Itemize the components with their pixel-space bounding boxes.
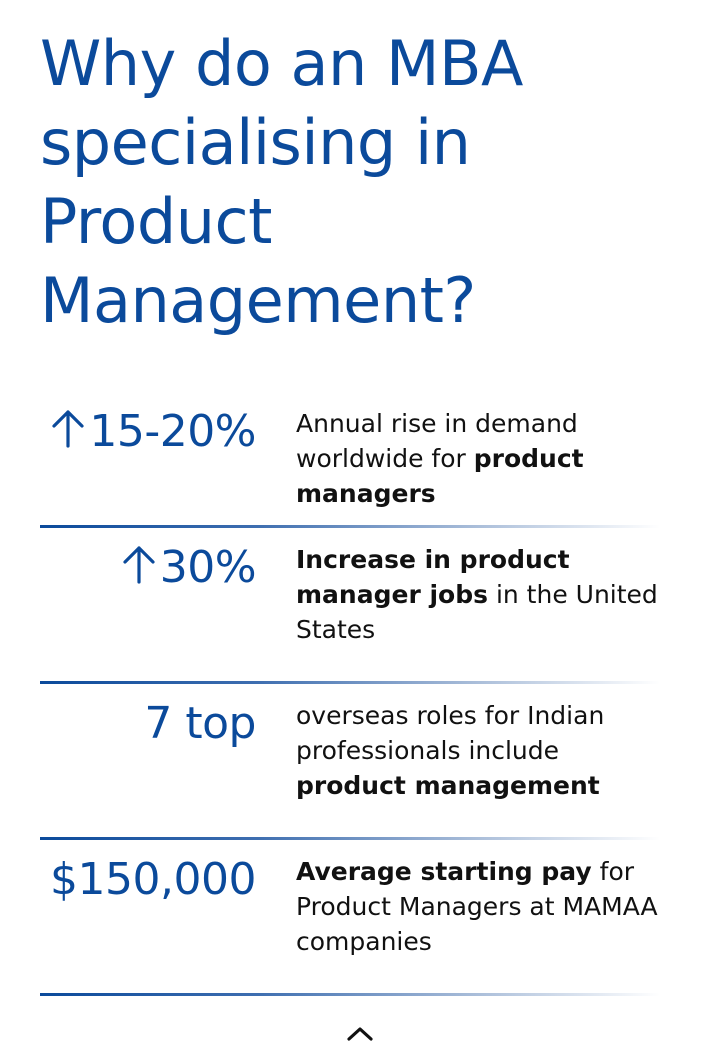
stat-value: 30% — [40, 542, 257, 594]
stat-value: $150,000 — [40, 854, 256, 906]
arrow-up-icon — [123, 546, 155, 584]
arrow-up-icon — [52, 410, 84, 448]
stat-value-text: 15-20% — [89, 406, 256, 457]
stat-value-text: 7 top — [144, 698, 256, 749]
stat-desc-text: for Product Managers at MAMAA companies — [296, 857, 658, 956]
stats-list: 15-20% Annual rise in demand worldwide f… — [40, 392, 660, 996]
stat-row: 7 top overseas roles for Indian professi… — [40, 684, 660, 840]
stat-desc-bold: product management — [296, 771, 600, 800]
stat-value: 7 top — [40, 698, 256, 750]
stat-desc-text: Annual rise in demand worldwide for — [296, 409, 578, 473]
stat-desc-text: overseas roles for Indian professionals … — [296, 701, 605, 765]
stat-description: overseas roles for Indian professionals … — [296, 698, 660, 803]
stat-value-text: 30% — [159, 542, 257, 593]
stat-description: Annual rise in demand worldwide for prod… — [296, 406, 660, 511]
chevron-up-icon — [347, 1027, 373, 1041]
stat-value: 15-20% — [40, 406, 256, 458]
stat-description: Average starting pay for Product Manager… — [296, 854, 660, 959]
stat-value-text: $150,000 — [50, 854, 256, 905]
stat-desc-text: in the United States — [296, 580, 658, 644]
stat-desc-bold: Average starting pay — [296, 857, 592, 886]
stat-row: 30% Increase in product manager jobs in … — [40, 528, 660, 684]
stat-desc-bold: product managers — [296, 444, 584, 508]
stat-row: $150,000 Average starting pay for Produc… — [40, 840, 660, 996]
scroll-to-top-button[interactable] — [340, 1018, 380, 1048]
stat-description: Increase in product manager jobs in the … — [296, 542, 660, 647]
stat-row: 15-20% Annual rise in demand worldwide f… — [40, 392, 660, 528]
stat-desc-bold: Increase in product manager jobs — [296, 545, 570, 609]
page-heading: Why do an MBA specialising in Product Ma… — [40, 27, 523, 337]
